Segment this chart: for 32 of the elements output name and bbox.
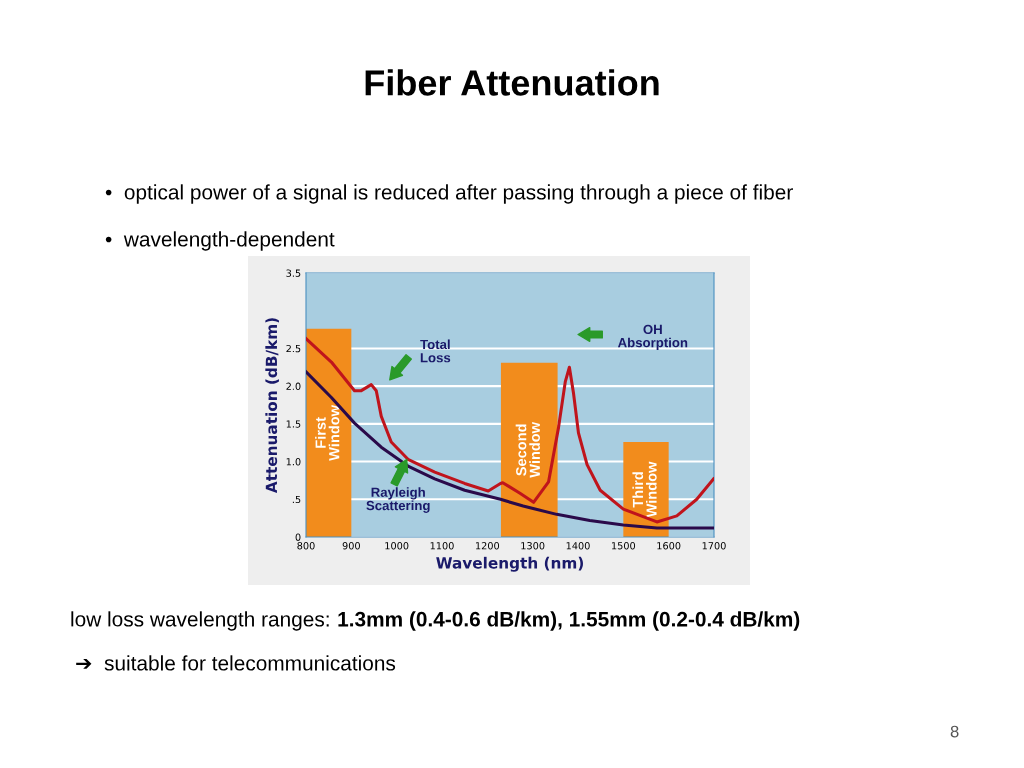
x-tick-label: 1100 <box>430 542 454 550</box>
text: 1.3mm (0.4-0.6 dB/km), 1.55mm (0.2-0.4 dB/km) <box>338 611 800 631</box>
text: 8 <box>950 725 959 738</box>
x-tick-label: 1700 <box>702 542 726 550</box>
y-tick-label: 2.0 <box>286 382 301 390</box>
y-axis-title: Attenuation (dB/km) <box>265 318 279 494</box>
y-tick-label: 0 <box>295 533 301 541</box>
x-axis-title: Wavelength (nm) <box>436 556 583 572</box>
annotation: Total Loss <box>420 339 451 363</box>
text: • optical power of a signal is reduced after passing through a piece of fiber <box>105 184 793 204</box>
text: ➔ suitable for telecommunications <box>76 655 396 671</box>
x-tick-label: 800 <box>297 542 315 550</box>
series-label: Third Window <box>632 461 657 518</box>
text: • wavelength-dependent <box>105 231 335 251</box>
x-tick-label: 1300 <box>521 542 545 550</box>
x-tick-label: 1400 <box>566 542 590 550</box>
annotation: Rayleigh Scattering <box>366 487 430 513</box>
chart-title: Fiber Attenuation <box>365 69 659 96</box>
x-tick-label: 1500 <box>612 542 636 550</box>
y-tick-label: .5 <box>292 495 301 504</box>
x-tick-label: 900 <box>342 542 360 550</box>
series-label: Second Window <box>515 421 540 478</box>
y-tick-label: 2.5 <box>286 344 301 353</box>
annotation: OH Absorption <box>617 324 688 350</box>
x-tick-label: 1000 <box>385 542 409 550</box>
series-label: First Window <box>315 405 340 461</box>
x-tick-label: 1200 <box>476 542 500 550</box>
x-tick-label: 1600 <box>657 542 681 550</box>
y-tick-label: 1.5 <box>286 420 301 428</box>
y-tick-label: 3.5 <box>286 269 301 277</box>
text: low loss wavelength ranges: <box>71 611 329 631</box>
y-tick-label: 1.0 <box>286 458 301 466</box>
